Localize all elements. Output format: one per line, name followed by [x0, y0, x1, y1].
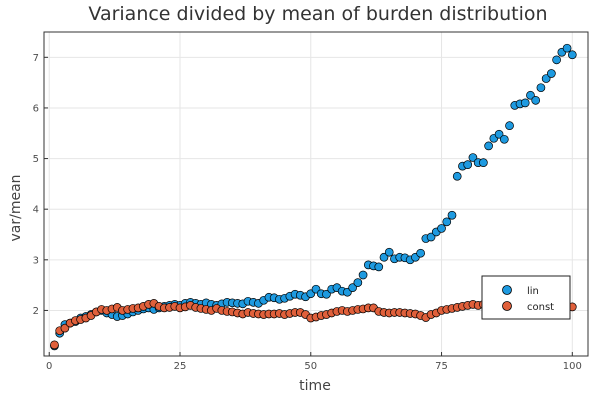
y-tick-label: 5: [33, 154, 39, 165]
point-lin: [468, 153, 478, 162]
point-lin: [547, 69, 556, 78]
data-points: [50, 43, 577, 351]
point-lin: [322, 289, 331, 299]
point-lin: [479, 158, 488, 167]
point-lin: [562, 43, 572, 53]
point-lin: [499, 134, 509, 144]
legend-marker-const: [502, 301, 512, 311]
point-lin: [384, 247, 394, 257]
x-tick-label: 50: [304, 361, 317, 372]
y-tick-label: 7: [33, 53, 39, 64]
point-lin: [374, 262, 384, 272]
point-lin: [536, 83, 546, 93]
y-tick-label: 4: [33, 205, 39, 216]
legend-marker-lin: [502, 285, 512, 295]
point-lin: [426, 232, 436, 242]
point-const: [60, 323, 70, 333]
point-lin: [353, 278, 363, 287]
point-lin: [379, 252, 389, 262]
x-axis-label: time: [299, 378, 331, 394]
y-tick-label: 6: [33, 103, 39, 114]
point-lin: [416, 248, 425, 258]
legend-label-const: const: [527, 302, 554, 313]
chart-title: Variance divided by mean of burden distr…: [88, 3, 547, 25]
point-lin: [505, 121, 514, 131]
point-lin: [567, 50, 577, 60]
point-lin: [531, 95, 541, 105]
point-lin: [520, 98, 530, 108]
point-lin: [358, 270, 368, 280]
point-lin: [437, 224, 446, 233]
point-lin: [552, 55, 561, 65]
point-lin: [442, 217, 452, 227]
x-tick-label: 100: [563, 361, 582, 372]
legend-box: [481, 275, 571, 320]
point-lin: [526, 90, 535, 100]
x-tick-label: 75: [435, 361, 448, 372]
x-tick-label: 25: [174, 361, 187, 372]
point-lin: [494, 129, 504, 139]
axis-ticks: 0 25 50 75 100 2 3 4 5 6 7: [33, 53, 582, 372]
point-lin: [348, 283, 357, 293]
point-lin: [452, 171, 462, 181]
point-lin: [463, 160, 473, 169]
y-axis-label: var/mean: [8, 174, 24, 241]
point-lin: [484, 141, 493, 151]
legend: lin const: [481, 275, 571, 320]
y-tick-label: 3: [33, 255, 39, 266]
y-tick-label: 2: [33, 306, 39, 317]
plot-frame: [43, 31, 589, 357]
legend-label-lin: lin: [527, 286, 539, 297]
point-lin: [447, 210, 457, 220]
x-tick-label: 0: [46, 361, 52, 372]
point-const: [50, 340, 59, 350]
point-lin: [541, 74, 551, 83]
